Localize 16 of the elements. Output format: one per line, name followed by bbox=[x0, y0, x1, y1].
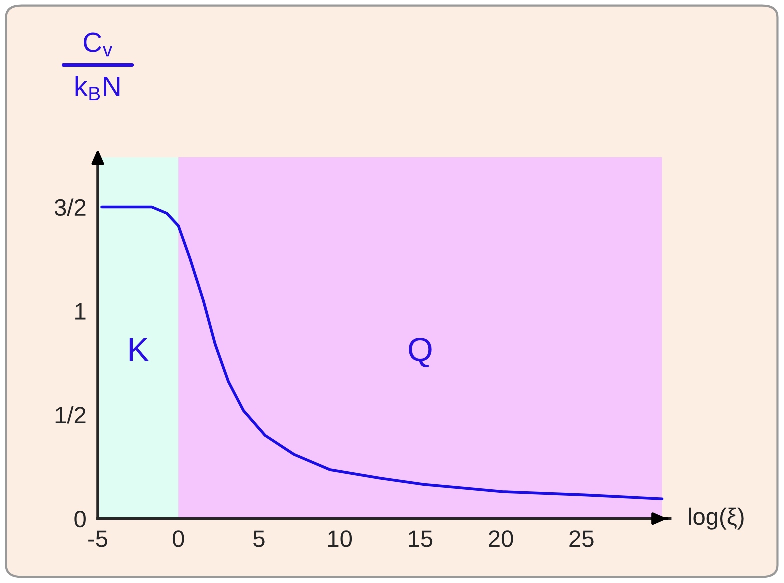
line-series bbox=[100, 206, 664, 501]
y-tick-label: 1/2 bbox=[56, 406, 86, 424]
x-tick-label: 15 bbox=[409, 530, 433, 548]
y-tick-label: 0 bbox=[74, 510, 86, 528]
x-tick-label: 0 bbox=[172, 530, 184, 548]
x-axis-title: log(ξ) bbox=[689, 508, 744, 530]
x-tick-label: 10 bbox=[328, 530, 352, 548]
band-label: Q bbox=[409, 338, 432, 368]
text: C$_{v}$ k$_{B}$N bbox=[76, 32, 120, 100]
x-tick-label: 25 bbox=[570, 530, 594, 548]
band-label: K bbox=[130, 338, 150, 362]
y-tick-label: 3/2 bbox=[54, 198, 86, 216]
x-tick-label: -5 bbox=[88, 530, 108, 548]
y-tick-label: 1 bbox=[76, 303, 86, 320]
x-tick-label: 5 bbox=[254, 530, 265, 548]
x-tick-label: 20 bbox=[489, 530, 514, 548]
